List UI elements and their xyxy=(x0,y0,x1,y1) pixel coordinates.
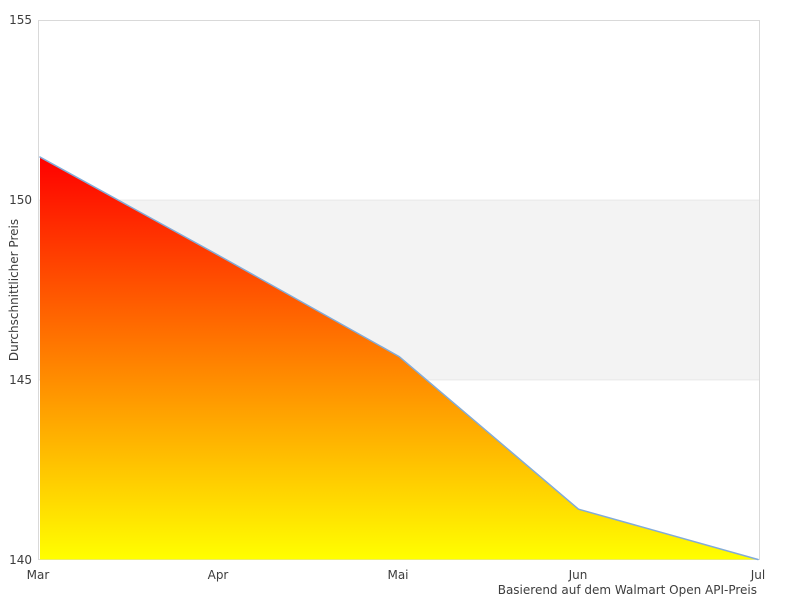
y-axis-title: Durchschnittlicher Preis xyxy=(7,218,21,362)
x-tick-jun: Jun xyxy=(568,568,588,582)
y-tick-140: 140 xyxy=(9,553,32,567)
x-tick-jul: Jul xyxy=(750,568,766,582)
x-tick-mar: Mar xyxy=(26,568,50,582)
chart-caption: Basierend auf dem Walmart Open API-Preis xyxy=(497,583,757,597)
price-line xyxy=(39,156,759,561)
x-tick-apr: Apr xyxy=(207,568,229,582)
x-tick-mai: Mai xyxy=(387,568,409,582)
price-area xyxy=(40,157,758,560)
y-tick-150: 150 xyxy=(9,193,32,207)
y-tick-145: 145 xyxy=(9,373,32,387)
y-tick-155: 155 xyxy=(9,13,32,27)
